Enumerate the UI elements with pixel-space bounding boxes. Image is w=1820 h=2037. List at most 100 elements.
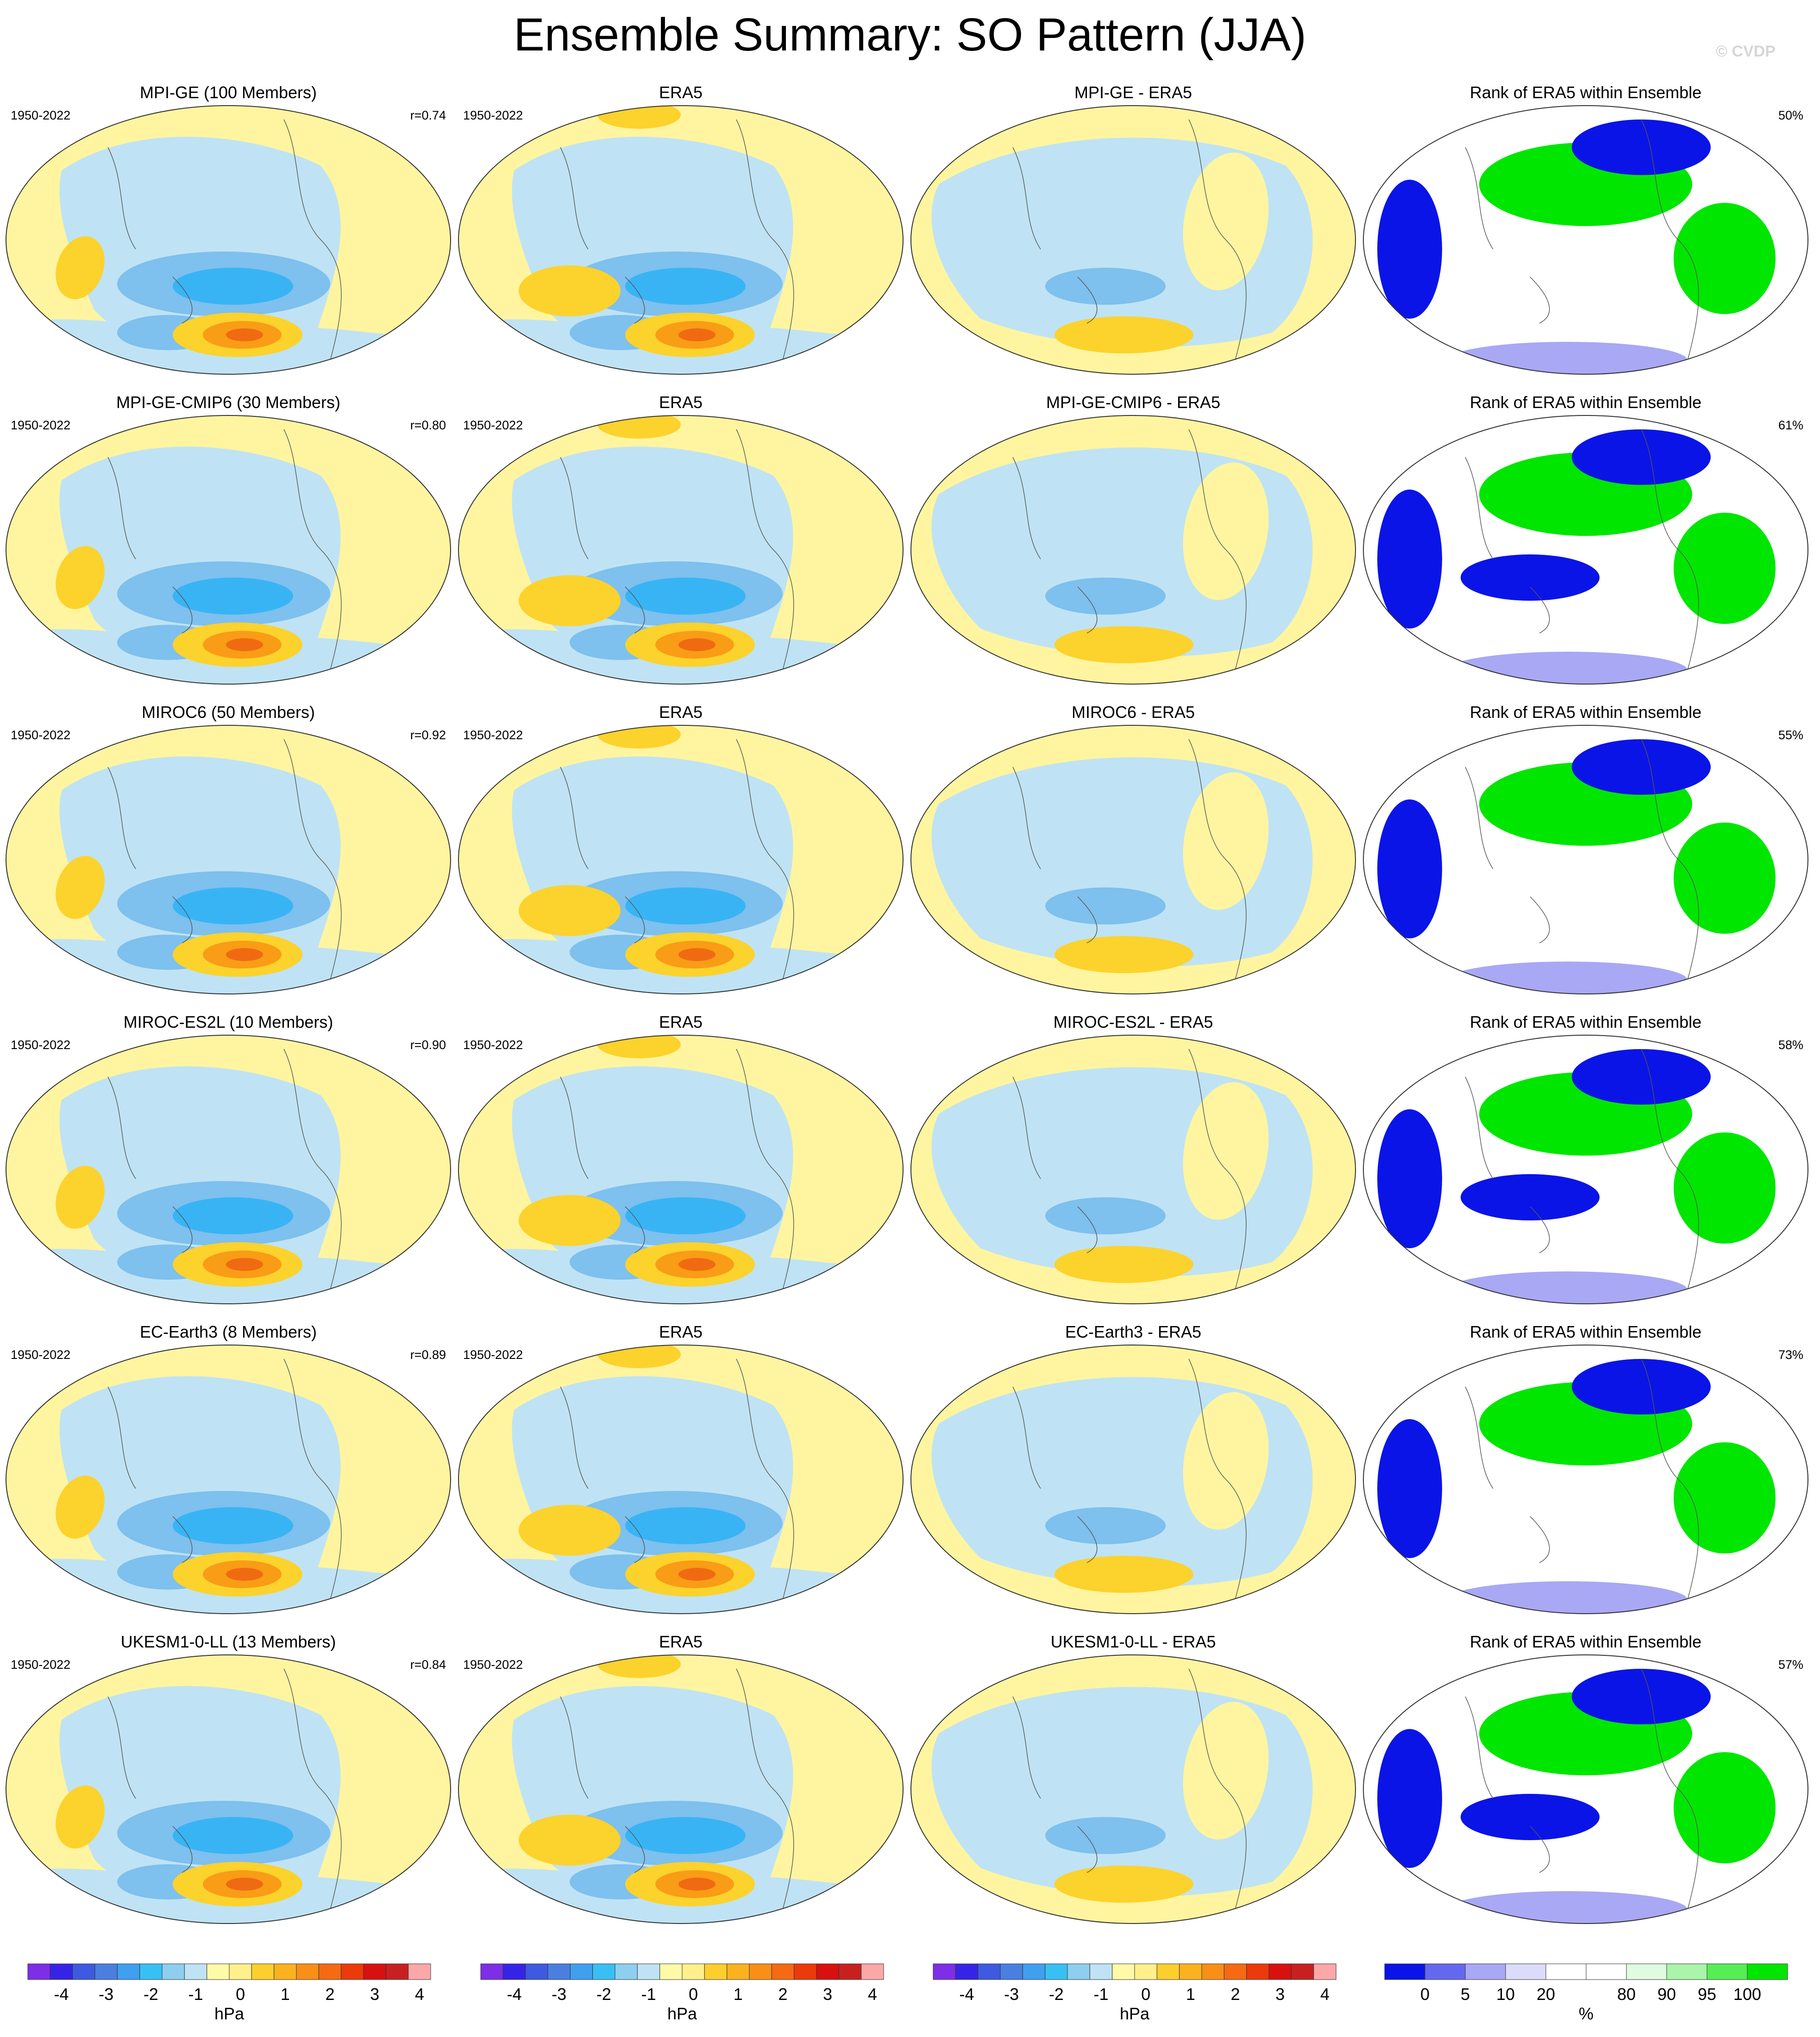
rank-blue-region-west	[1377, 1419, 1442, 1558]
panel-title: Rank of ERA5 within Ensemble	[1470, 1632, 1701, 1651]
globe-outline	[910, 1654, 1356, 1924]
period-label: 1950-2022	[463, 1658, 523, 1672]
coastlines	[107, 739, 342, 981]
negative-centre-inner	[173, 1197, 293, 1234]
panel-title: Rank of ERA5 within Ensemble	[1470, 1322, 1701, 1341]
panel-3-3	[1363, 1035, 1808, 1304]
positive-centre-inner	[678, 1258, 715, 1271]
panel-4-1	[458, 1345, 904, 1614]
colorbar-swatch	[838, 1963, 862, 1980]
colorbar-tick-label: -1	[641, 1985, 656, 2004]
colorbar-swatch	[1465, 1963, 1506, 1980]
globe-outline	[458, 1345, 904, 1614]
period-label: 1950-2022	[463, 1348, 523, 1362]
panel-title: MIROC-ES2L (10 Members)	[124, 1012, 333, 1031]
colorbar-swatch	[363, 1963, 386, 1980]
globe-outline	[1363, 415, 1808, 685]
australia-positive-lobe	[519, 1815, 621, 1866]
rank-blue-region-centre	[1461, 554, 1600, 601]
globe-outline	[6, 1654, 451, 1924]
indian-ocean-positive-lobe	[56, 1476, 105, 1539]
colorbar-swatch	[547, 1963, 571, 1980]
panel-3-1	[458, 1035, 904, 1304]
panel-title: MIROC6 - ERA5	[1072, 703, 1195, 722]
colorbar-swatch	[978, 1963, 1001, 1980]
globe-outline	[458, 105, 904, 375]
colorbar-tick-label: 0	[1420, 1985, 1430, 2004]
rank-blue-region-north	[1572, 1049, 1711, 1105]
panel-title: MIROC-ES2L - ERA5	[1054, 1012, 1213, 1031]
panel-title: Rank of ERA5 within Ensemble	[1470, 393, 1701, 412]
panel-4-0	[6, 1345, 451, 1614]
colorbar-swatch	[385, 1963, 409, 1980]
colorbar-swatch	[570, 1963, 593, 1980]
colorbar-swatch	[1425, 1963, 1466, 1980]
colorbar-tick-label: -3	[552, 1985, 566, 2004]
globe-outline	[910, 105, 1356, 375]
rank-blue-region-centre	[1461, 1794, 1600, 1840]
globe-outline	[910, 725, 1356, 994]
colorbar-tick-label: -3	[99, 1985, 113, 2004]
globe-outline	[1363, 725, 1808, 994]
colorbar-swatch	[207, 1963, 230, 1980]
colorbar-tick-label: 2	[778, 1985, 787, 2004]
colorbar-unit: hPa	[1120, 2004, 1150, 2023]
colorbar-tick-label: 80	[1617, 1985, 1636, 2004]
panel-0-3	[1363, 105, 1808, 375]
row-4: EC-Earth3 (8 Members) 1950-2022 r=0.89 ERA5…	[6, 1322, 1808, 1614]
colorbar-swatch	[1246, 1963, 1269, 1980]
difference-negative-lobe	[1045, 1507, 1166, 1544]
panel-title: UKESM1-0-LL - ERA5	[1051, 1632, 1216, 1651]
colorbar-tick-label: 0	[236, 1985, 245, 2004]
colorbar-tick-label: 1	[1186, 1985, 1195, 2004]
colorbar-tick-label: -4	[507, 1985, 521, 2004]
row-5: UKESM1-0-LL (13 Members) 1950-2022 r=0.84 E…	[6, 1632, 1808, 1924]
colorbar-swatch	[1747, 1963, 1788, 1980]
positive-centre-inner	[226, 1568, 263, 1581]
panel-2-0	[6, 725, 451, 994]
positive-centre-inner	[678, 1568, 715, 1581]
panel-3-2	[910, 1035, 1356, 1304]
positive-centre-inner	[226, 638, 263, 651]
difference-negative-lobe	[1045, 1197, 1166, 1234]
globe-outline	[6, 415, 451, 685]
positive-centre-inner	[678, 328, 715, 341]
rank-green-region-americas	[1674, 513, 1776, 624]
negative-centre-inner	[625, 1817, 746, 1854]
cvdp-watermark: © CVDP	[1716, 43, 1776, 60]
colorbar-tick-label: 3	[1275, 1985, 1285, 2004]
colorbar-swatch	[525, 1963, 548, 1980]
difference-positive-lobe	[1054, 316, 1193, 353]
colorbar-tick-label: 20	[1537, 1985, 1555, 2004]
colorbar-swatch	[296, 1963, 319, 1980]
colorbar-swatch	[1067, 1963, 1090, 1980]
pattern-correlation: r=0.92	[410, 728, 446, 742]
colorbar-swatch	[117, 1963, 140, 1980]
pattern-correlation: r=0.80	[410, 418, 446, 432]
indian-ocean-positive-lobe	[56, 1166, 105, 1229]
rank-light-blue-band	[1447, 1581, 1688, 1614]
rank-blue-region-north	[1572, 1669, 1711, 1724]
positive-centre-inner	[226, 1878, 263, 1891]
indian-ocean-positive-lobe	[56, 236, 105, 299]
globe-outline	[458, 415, 904, 685]
panel-3-0	[6, 1035, 451, 1304]
globe-outline	[6, 725, 451, 994]
panel-1-1	[458, 415, 904, 685]
negative-centre-inner	[625, 1197, 746, 1234]
rank-blue-region-north	[1572, 739, 1711, 795]
colorbar-unit: hPa	[667, 2004, 697, 2023]
colorbar-swatch	[229, 1963, 252, 1980]
colorbar-swatch	[1626, 1963, 1667, 1980]
coastlines	[560, 1358, 794, 1600]
rank-light-blue-band	[1447, 1891, 1688, 1924]
coastlines	[107, 1049, 342, 1290]
colorbar-swatch	[1112, 1963, 1135, 1980]
coastlines	[560, 1668, 794, 1910]
colorbar-swatch	[1179, 1963, 1202, 1980]
panel-title: ERA5	[659, 83, 703, 102]
panel-5-0	[6, 1654, 451, 1924]
coastlines	[1465, 1049, 1699, 1290]
globe-outline	[458, 1654, 904, 1924]
globe-outline	[1363, 1345, 1808, 1614]
